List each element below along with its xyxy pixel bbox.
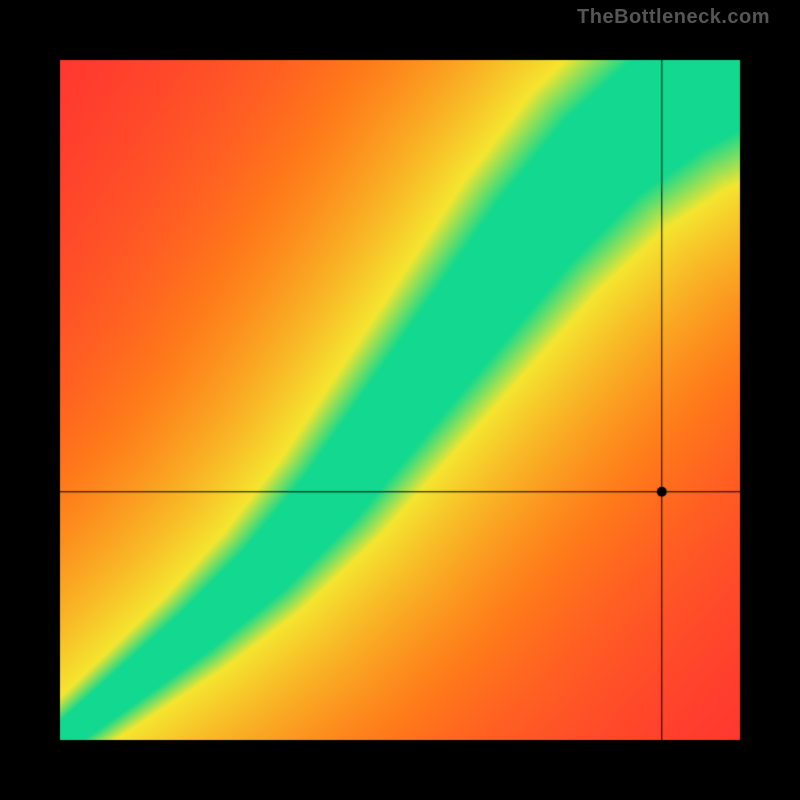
chart-container: TheBottleneck.com	[0, 0, 800, 800]
heatmap-canvas	[0, 0, 800, 800]
watermark-label: TheBottleneck.com	[577, 6, 770, 29]
